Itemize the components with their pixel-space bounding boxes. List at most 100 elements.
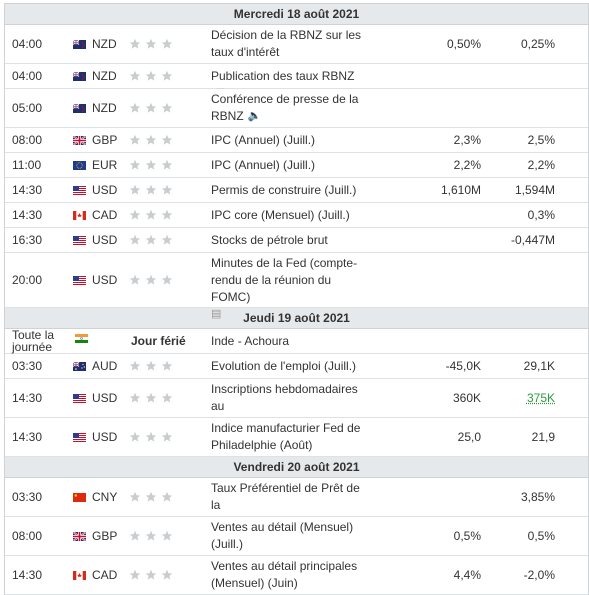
economic-calendar: Mercredi 18 août 2021 04:00 NZD Décision de… xyxy=(4,3,589,595)
event-row[interactable]: 14:30 USD Indice manufacturier Fed de Phila… xyxy=(5,418,588,457)
time-cell: 11:00 xyxy=(12,158,41,172)
actual-value: 2,2% xyxy=(454,158,481,172)
event-row[interactable]: 11:00 EUR IPC (Annuel) (Juill.) 2,2% 2,2% xyxy=(5,153,588,178)
event-name[interactable]: Conférence de presse de la RBNZ 🔈 xyxy=(211,91,367,125)
star-icon xyxy=(129,392,141,404)
time-cell: 14:30 xyxy=(12,183,42,197)
event-name[interactable]: Evolution de l'emploi (Juill.) xyxy=(211,358,367,375)
us-flag-icon xyxy=(73,433,86,442)
forecast-value: 0,5% xyxy=(528,529,555,543)
event-row[interactable]: 08:00 GBP IPC (Annuel) (Juill.) 2,3% 2,5% xyxy=(5,128,588,153)
currency-code: GBP xyxy=(92,529,117,543)
actual-value: 0,5% xyxy=(454,529,481,543)
importance-stars xyxy=(129,274,179,286)
time-cell: 03:30 xyxy=(12,490,42,504)
day-header: Mercredi 18 août 2021 xyxy=(5,4,588,25)
currency-code: NZD xyxy=(92,69,117,83)
importance-stars xyxy=(129,209,179,221)
time-cell: Toute la journée xyxy=(12,329,57,353)
star-icon xyxy=(161,209,173,221)
forecast-value: 0,25% xyxy=(521,37,555,51)
star-icon xyxy=(129,38,141,50)
document-icon[interactable]: ▤ xyxy=(211,306,221,323)
day-header: Vendredi 20 août 2021 xyxy=(5,457,588,478)
event-name[interactable]: Ventes au détail (Mensuel) (Juill.) xyxy=(211,519,367,553)
us-flag-icon xyxy=(73,186,86,195)
gb-flag-icon xyxy=(73,532,86,541)
event-name[interactable]: IPC (Annuel) (Juill.) xyxy=(211,132,367,149)
event-row[interactable]: 08:00 GBP Ventes au détail (Mensuel) (Juill… xyxy=(5,517,588,556)
star-icon xyxy=(161,70,173,82)
star-icon xyxy=(161,530,173,542)
event-row[interactable]: 05:00 NZD Conférence de presse de la RBNZ 🔈 xyxy=(5,89,588,128)
actual-value: 2,3% xyxy=(454,133,481,147)
star-icon xyxy=(145,234,157,246)
currency-code: CAD xyxy=(92,568,117,582)
event-name[interactable]: IPC core (Mensuel) (Juill.) xyxy=(211,207,367,224)
forecast-value: 1,594M xyxy=(515,183,555,197)
currency-code: USD xyxy=(92,183,117,197)
importance-stars xyxy=(129,134,179,146)
currency-code: CNY xyxy=(92,490,117,504)
time-cell: 05:00 xyxy=(12,101,42,115)
us-flag-icon xyxy=(73,236,86,245)
time-cell: 14:30 xyxy=(12,430,42,444)
event-name[interactable]: Indice manufacturier Fed de Philadelphie … xyxy=(211,420,367,454)
forecast-value: 0,3% xyxy=(528,208,555,222)
currency-code: USD xyxy=(92,273,117,287)
event-row[interactable]: 14:30 CAD IPC core (Mensuel) (Juill.) 0,3% xyxy=(5,203,588,228)
star-icon xyxy=(129,530,141,542)
star-icon xyxy=(145,274,157,286)
event-row[interactable]: 04:00NZDPublication des taux RBNZ▤ xyxy=(5,64,588,89)
importance-stars xyxy=(129,392,179,404)
forecast-value: 29,1K xyxy=(524,359,555,373)
currency-code: USD xyxy=(92,430,117,444)
event-row[interactable]: 14:30 USD Permis de construire (Juill.) 1,6… xyxy=(5,178,588,203)
event-name[interactable]: Décision de la RBNZ sur les taux d'intérê… xyxy=(211,27,367,61)
event-row[interactable]: 16:30 USD Stocks de pétrole brut -0,447M xyxy=(5,228,588,253)
event-row[interactable]: 04:00 NZD Décision de la RBNZ sur les taux … xyxy=(5,25,588,64)
star-icon xyxy=(129,102,141,114)
star-icon xyxy=(145,360,157,372)
event-name[interactable]: Ventes au détail principales (Mensuel) (J… xyxy=(211,558,367,592)
event-row[interactable]: 03:30 AUD Evolution de l'emploi (Juill.) -4… xyxy=(5,354,588,379)
currency-code: AUD xyxy=(92,359,117,373)
star-icon xyxy=(145,134,157,146)
nz-flag-icon xyxy=(73,40,86,49)
event-name[interactable]: Minutes de la Fed (compte-rendu de la ré… xyxy=(211,255,367,323)
time-cell: 08:00 xyxy=(12,529,42,543)
star-icon xyxy=(145,530,157,542)
event-row[interactable]: 03:30CNYTaux Préférentiel de Prêt de laP… xyxy=(5,478,588,517)
importance-stars xyxy=(129,184,179,196)
event-name[interactable]: Stocks de pétrole brut xyxy=(211,232,367,249)
event-name[interactable]: Inde - Achoura xyxy=(211,333,367,350)
star-icon xyxy=(161,102,173,114)
time-cell: 20:00 xyxy=(12,273,42,287)
actual-value: 4,4% xyxy=(454,568,481,582)
star-icon xyxy=(129,70,141,82)
event-row[interactable]: 14:30USDInscriptions hebdomadaires auchô… xyxy=(5,379,588,418)
star-icon xyxy=(129,159,141,171)
speaker-icon[interactable]: 🔈 xyxy=(248,108,262,125)
star-icon xyxy=(145,569,157,581)
forecast-value: 375K xyxy=(527,391,555,405)
star-icon xyxy=(145,491,157,503)
event-row[interactable]: 20:00 USD Minutes de la Fed (compte-rendu … xyxy=(5,253,588,308)
currency-code: NZD xyxy=(92,101,117,115)
currency-code: GBP xyxy=(92,133,117,147)
star-icon xyxy=(145,209,157,221)
star-icon xyxy=(161,360,173,372)
currency-code: NZD xyxy=(92,37,117,51)
event-name[interactable]: Permis de construire (Juill.) xyxy=(211,182,367,199)
holiday-row: Toute la journée Jour férié Inde - Achoura xyxy=(5,329,588,354)
star-icon xyxy=(145,38,157,50)
forecast-value: 21,9 xyxy=(532,430,555,444)
event-name[interactable]: IPC (Annuel) (Juill.) xyxy=(211,157,367,174)
time-cell: 14:30 xyxy=(12,208,42,222)
star-icon xyxy=(145,70,157,82)
star-icon xyxy=(145,184,157,196)
star-icon xyxy=(161,134,173,146)
importance-stars xyxy=(129,569,179,581)
star-icon xyxy=(161,569,173,581)
event-row[interactable]: 14:30 CAD Ventes au détail principales (Men… xyxy=(5,556,588,595)
